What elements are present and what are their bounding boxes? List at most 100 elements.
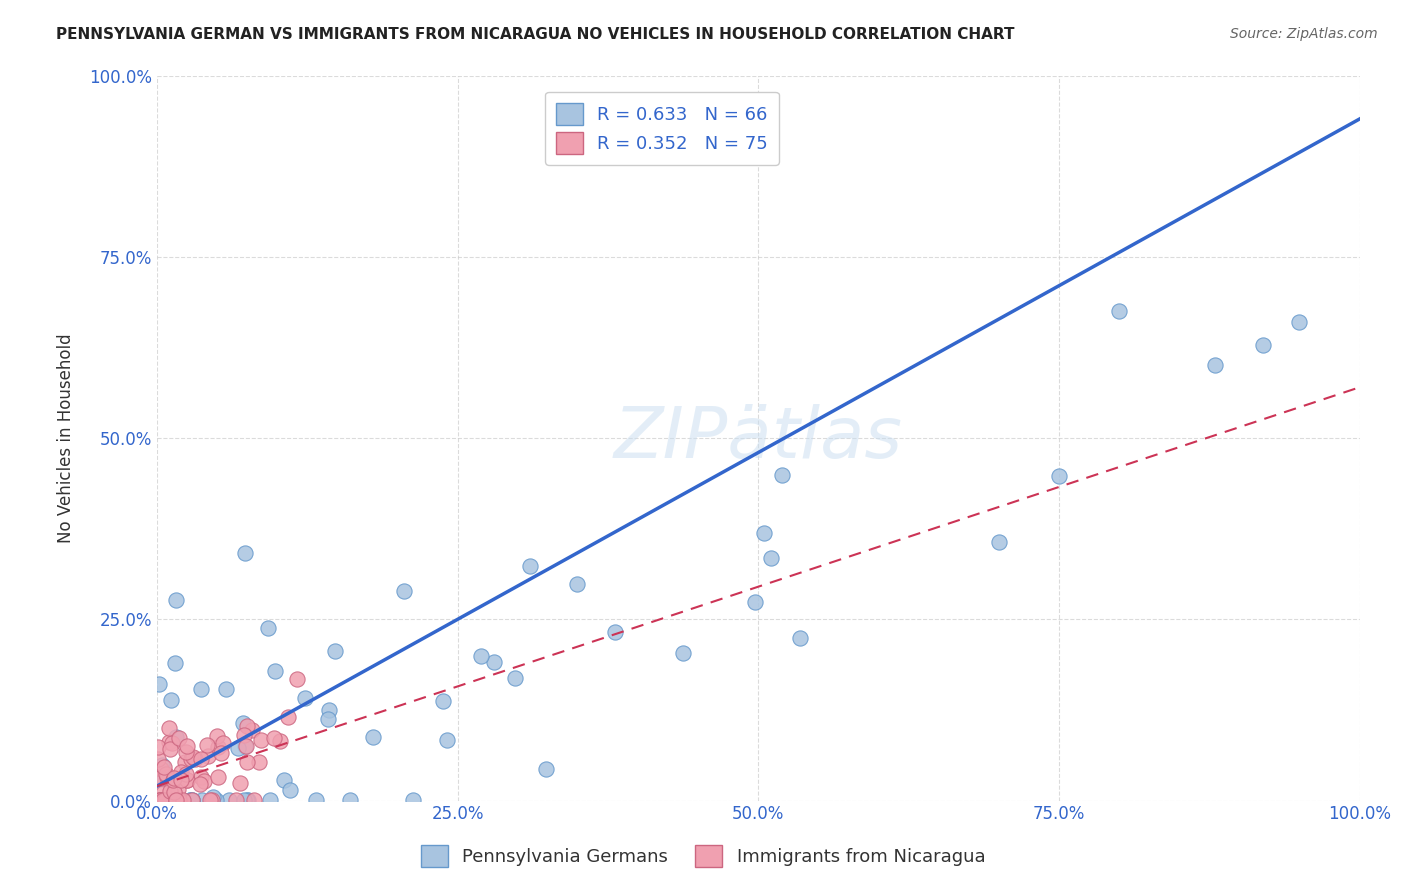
Point (190, 770, 212, 784)
Point (305, 793, 328, 807)
Point (162, 793, 184, 807)
Point (207, 770, 229, 784)
Point (183, 750, 205, 764)
Point (361, 730, 384, 744)
Point (167, 731, 190, 745)
Point (165, 730, 187, 744)
Point (152, 793, 174, 807)
Point (197, 749, 219, 764)
Point (534, 762, 557, 776)
Point (212, 736, 235, 750)
Point (232, 715, 254, 730)
Point (160, 793, 183, 807)
Point (744, 595, 766, 609)
Point (176, 772, 198, 787)
Point (482, 655, 505, 669)
Point (323, 644, 346, 658)
Point (1204, 358, 1226, 372)
Point (250, 733, 273, 747)
Text: ZIPätlas: ZIPätlas (613, 403, 903, 473)
Point (162, 775, 184, 789)
Point (167, 793, 190, 807)
Point (503, 671, 526, 685)
Point (162, 773, 184, 788)
Text: PENNSYLVANIA GERMAN VS IMMIGRANTS FROM NICARAGUA NO VEHICLES IN HOUSEHOLD CORREL: PENNSYLVANIA GERMAN VS IMMIGRANTS FROM N… (56, 27, 1015, 42)
Point (190, 752, 212, 766)
Point (236, 793, 259, 807)
Point (148, 677, 170, 691)
Point (172, 793, 194, 807)
Point (259, 793, 281, 807)
Point (163, 785, 186, 799)
Point (201, 793, 224, 807)
Point (165, 793, 187, 807)
Point (218, 793, 240, 807)
Point (179, 793, 201, 807)
Point (159, 793, 181, 807)
Point (156, 793, 179, 807)
Point (318, 703, 340, 717)
Point (169, 793, 191, 807)
Point (605, 625, 627, 640)
Y-axis label: No Vehicles in Household: No Vehicles in Household (58, 334, 75, 543)
Point (204, 793, 226, 807)
Point (264, 664, 287, 678)
Point (1253, 338, 1275, 352)
Point (174, 756, 197, 770)
Point (159, 722, 181, 736)
Point (184, 752, 207, 766)
Point (225, 793, 247, 807)
Point (159, 783, 181, 797)
Point (247, 755, 270, 769)
Point (163, 786, 186, 800)
Point (146, 752, 169, 766)
Point (165, 793, 187, 807)
Point (180, 752, 202, 766)
Point (470, 648, 492, 663)
Point (167, 781, 190, 796)
Point (236, 756, 259, 770)
Point (1108, 303, 1130, 318)
Point (149, 771, 172, 785)
Point (200, 793, 222, 807)
Point (236, 793, 259, 807)
Point (148, 793, 170, 807)
Point (256, 622, 278, 636)
Point (155, 766, 177, 780)
Point (160, 692, 183, 706)
Point (209, 746, 232, 760)
Point (200, 793, 222, 807)
Point (229, 776, 252, 790)
Point (263, 731, 285, 746)
Point (277, 710, 299, 724)
Point (752, 526, 775, 541)
Point (235, 739, 257, 753)
Point (149, 793, 172, 807)
Point (565, 577, 588, 591)
Point (146, 740, 169, 755)
Point (236, 719, 259, 733)
Point (287, 672, 309, 686)
Point (157, 734, 180, 748)
Point (152, 772, 174, 786)
Point (226, 740, 249, 755)
Point (163, 656, 186, 670)
Point (201, 789, 224, 804)
Point (170, 764, 193, 779)
Point (789, 631, 811, 645)
Point (155, 793, 177, 807)
Point (269, 734, 291, 748)
Point (770, 467, 793, 482)
Point (195, 738, 218, 752)
Point (163, 772, 186, 786)
Point (180, 793, 202, 807)
Point (672, 646, 695, 660)
Point (149, 763, 172, 777)
Text: Source: ZipAtlas.com: Source: ZipAtlas.com (1230, 27, 1378, 41)
Point (394, 584, 416, 599)
Point (233, 793, 256, 807)
Point (207, 740, 229, 755)
Point (188, 777, 211, 791)
Point (235, 739, 257, 754)
Point (150, 757, 173, 772)
